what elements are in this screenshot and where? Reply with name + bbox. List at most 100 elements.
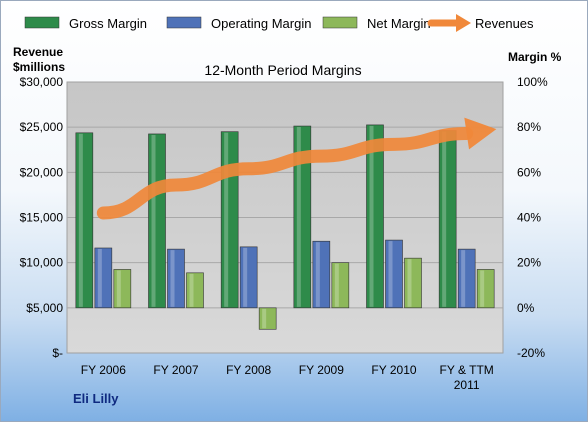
operating-margin-bar	[239, 246, 258, 309]
legend-label: Revenues	[475, 16, 534, 31]
legend-item-revenues: Revenues	[427, 14, 534, 32]
gross-margin-bar-body	[75, 132, 94, 309]
operating-margin-bar	[457, 248, 476, 309]
right-axis-ticks: -20% 0% 20% 40% 60% 80% 100%	[517, 75, 548, 360]
legend-swatch	[166, 16, 202, 29]
right-tick-label: 60%	[517, 165, 541, 179]
left-axis-title-line: $millions	[13, 60, 65, 74]
legend-label: Gross Margin	[69, 16, 147, 31]
revenues-arrowhead	[464, 117, 497, 150]
operating-margin-bar-body	[312, 240, 331, 309]
net-margin-bar-highlight	[116, 270, 121, 307]
net-margin-bar-body	[331, 262, 350, 309]
x-tick-label: FY & TTM 2011	[440, 363, 494, 392]
x-tick-label: FY 2009	[299, 363, 344, 377]
legend-item-operating-margin: Operating Margin	[166, 16, 311, 31]
operating-margin-bar-body	[239, 246, 258, 309]
x-tick-label-line: FY & TTM	[440, 363, 494, 377]
left-tick-label: $5,000	[26, 301, 63, 315]
revenues-line	[96, 117, 497, 220]
gross-margin-bar-body	[220, 131, 239, 309]
left-axis-title: Revenue $millions	[13, 45, 65, 74]
operating-margin-bar-highlight	[97, 248, 102, 307]
x-tick-label-line: FY 2008	[226, 363, 271, 377]
gross-margin-bar	[75, 132, 94, 309]
gross-margin-bar-highlight	[224, 132, 229, 307]
net-margin-bar-body	[113, 269, 132, 309]
left-tick-label: $10,000	[20, 256, 64, 270]
x-axis-ticks: FY 2006 FY 2007 FY 2008 FY 2009 FY 2010 FY & …	[81, 363, 494, 392]
operating-margin-bar	[167, 248, 185, 309]
operating-margin-bar-highlight	[315, 242, 320, 307]
left-tick-label: $25,000	[20, 120, 64, 134]
operating-margin-bar	[385, 239, 403, 309]
net-margin-bar-highlight	[334, 263, 339, 307]
company-label: Eli Lilly	[73, 391, 119, 406]
operating-margin-bar-highlight	[461, 250, 466, 307]
left-tick-label: $-	[52, 346, 63, 360]
operating-margin-bar-body	[457, 248, 476, 309]
net-margin-bar	[186, 272, 204, 309]
left-tick-label: $15,000	[20, 211, 64, 225]
x-tick-label-line: FY 2006	[81, 363, 126, 377]
x-tick-label: FY 2007	[153, 363, 198, 377]
operating-margin-bar-highlight	[388, 241, 393, 307]
x-tick-label-line: 2011	[454, 378, 480, 392]
net-margin-bar-body	[258, 307, 277, 330]
x-tick-label-line: FY 2009	[299, 363, 344, 377]
right-tick-label: 100%	[517, 75, 548, 89]
legend: Gross Margin Operating Margin Net Margin Re…	[24, 14, 534, 32]
legend-item-net-margin: Net Margin	[322, 16, 431, 31]
revenues-line-path	[96, 126, 474, 220]
gridlines	[67, 126, 503, 309]
gross-margin-bar	[438, 130, 457, 309]
gross-margin-bar-body	[293, 125, 312, 309]
operating-margin-bar-body	[385, 239, 403, 309]
net-margin-bar	[404, 257, 422, 309]
right-tick-label: 80%	[517, 120, 541, 134]
legend-swatch	[322, 16, 358, 29]
operating-margin-bar	[312, 240, 331, 309]
operating-margin-bar-highlight	[243, 247, 248, 307]
net-margin-bar-body	[186, 272, 204, 309]
gross-margin-bar-body	[438, 130, 457, 309]
right-tick-label: 0%	[517, 301, 535, 315]
gross-margin-bar-highlight	[296, 127, 301, 307]
gross-margin-bar	[220, 131, 239, 309]
left-tick-label: $30,000	[20, 75, 64, 89]
legend-swatch	[24, 16, 60, 29]
gross-margin-bar-highlight	[151, 134, 156, 307]
operating-margin-bar	[94, 247, 113, 309]
left-axis-title-line: Revenue	[13, 45, 63, 59]
operating-margin-bar-highlight	[170, 250, 175, 307]
x-tick-label-line: FY 2010	[371, 363, 416, 377]
gross-margin-bar-highlight	[78, 133, 83, 307]
operating-margin-bar-body	[167, 248, 185, 309]
gross-margin-bar-highlight	[442, 131, 447, 307]
net-margin-bar-highlight	[189, 273, 194, 307]
legend-label: Net Margin	[367, 16, 431, 31]
right-tick-label: -20%	[517, 346, 545, 360]
gross-margin-bar	[293, 125, 312, 309]
legend-arrowhead	[456, 14, 471, 32]
x-tick-label-line: FY 2007	[153, 363, 198, 377]
gross-margin-bar-body	[148, 133, 166, 309]
net-margin-bar	[331, 262, 350, 309]
net-margin-bar-body	[476, 269, 495, 309]
net-margin-bar-highlight	[407, 259, 412, 307]
x-tick-label: FY 2006	[81, 363, 126, 377]
net-margin-bar	[476, 269, 495, 309]
left-tick-label: $20,000	[20, 165, 64, 179]
right-tick-label: 20%	[517, 256, 541, 270]
left-axis-ticks: $- $5,000 $10,000 $15,000 $20,000 $25,000 $30,…	[20, 75, 64, 360]
chart-title: 12-Month Period Margins	[204, 62, 361, 78]
gross-margin-bar	[366, 124, 384, 309]
x-tick-label: FY 2010	[371, 363, 416, 377]
x-tick-label: FY 2008	[226, 363, 271, 377]
right-axis-title: Margin %	[508, 50, 562, 64]
net-margin-bar-highlight	[262, 308, 267, 329]
net-margin-bar-highlight	[480, 270, 485, 307]
operating-margin-bar-body	[94, 247, 113, 309]
